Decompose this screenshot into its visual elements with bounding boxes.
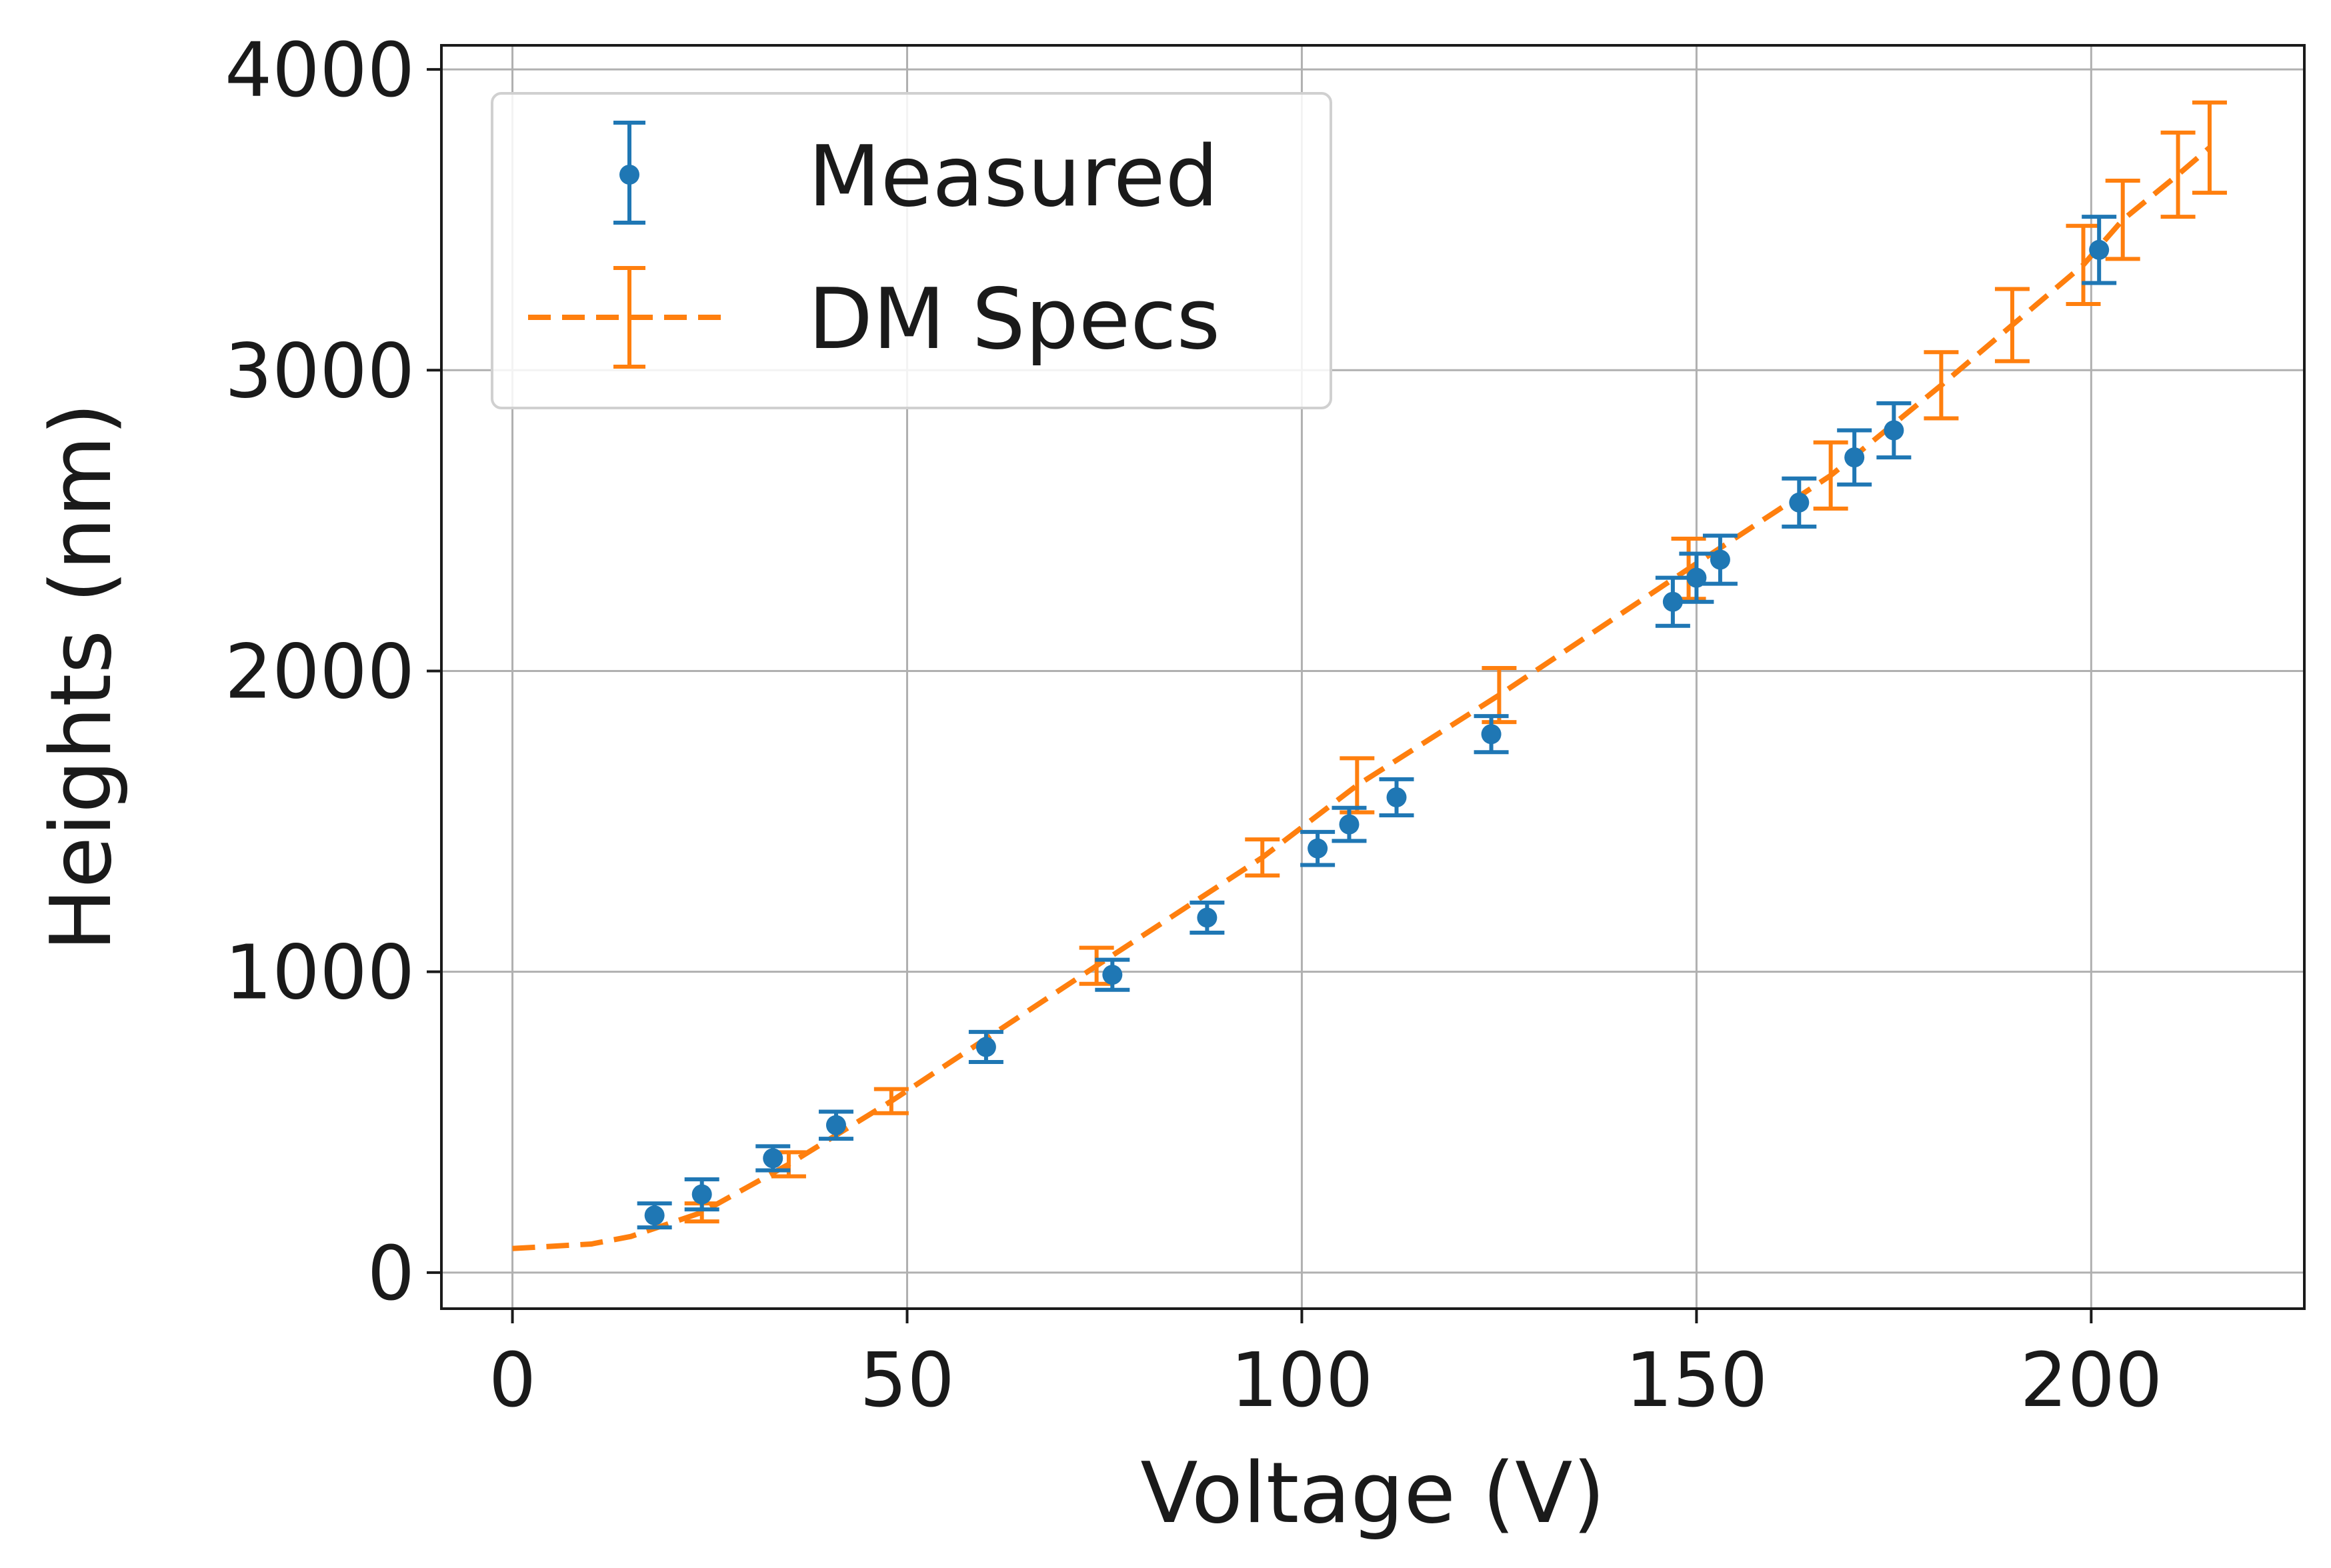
y-tick-label: 4000 [225,27,415,114]
dm-specs-errorbar [2105,179,2140,261]
measured-point [755,1144,791,1173]
dm-specs-errorbar [1813,440,1848,511]
measured-marker [644,1205,665,1226]
y-tick-label: 2000 [225,629,415,715]
dm-specs-errorbar [2192,100,2227,195]
x-tick-label: 0 [489,1337,536,1424]
measured-marker [825,1115,846,1135]
legend-symbol-measured [613,121,645,225]
dm-specs-errorbar [1482,665,1517,725]
measured-point [1379,777,1414,818]
x-tick-label: 150 [1626,1337,1768,1424]
measured-point [1332,805,1367,843]
measured-point [1095,957,1130,992]
y-tick-label: 1000 [225,930,415,1017]
legend-box [491,92,1332,409]
measured-point [684,1177,719,1212]
legend: Measured DM Specs [491,92,1332,409]
measured-marker [763,1148,783,1169]
dm-specs-errorbar [1245,837,1280,878]
measured-marker [1197,907,1218,928]
measured-marker [691,1184,712,1205]
measured-point [1876,401,1912,460]
measured-marker [1662,591,1683,612]
legend-label-dm-specs: DM Specs [808,270,1220,368]
legend-symbol-dm-specs [528,266,727,369]
y-axis-label: Heights (nm) [32,403,130,951]
dm-specs-errorbar [1340,756,1375,815]
measured-marker [2089,239,2110,260]
measured-point [1474,714,1509,755]
measured-point [1300,829,1336,867]
measured-marker [1789,492,1810,513]
dm-specs-errorbar [1994,287,2030,363]
measured-marker [975,1037,996,1057]
y-tick-label: 0 [367,1231,415,1317]
measured-point [818,1109,853,1141]
measured-point [1837,428,1872,487]
measured-point [2082,215,2117,285]
x-tick-label: 100 [1231,1337,1374,1424]
measured-point [1190,900,1225,935]
x-tick-label: 50 [859,1337,955,1424]
measured-point [1702,533,1738,586]
measured-marker [1308,838,1328,859]
x-axis-label: Voltage (V) [1140,1444,1605,1542]
measured-marker [1386,787,1407,807]
dm-specs-errorbar [873,1087,909,1115]
measured-point [1679,551,1714,604]
measured-marker [1844,447,1865,468]
y-tick-label: 3000 [225,328,415,415]
dm-specs-errorbar [1924,350,1959,421]
x-tick-label: 200 [2020,1337,2162,1424]
legend-label-measured: Measured [808,127,1218,225]
measured-marker [1710,549,1730,570]
dm-specs-errorbar [2066,223,2101,307]
dm-specs-line [512,145,2212,1251]
measured-point [1655,575,1690,628]
measured-marker [1102,965,1123,985]
measured-marker [1686,567,1707,588]
measured-marker [1339,814,1360,835]
dm-specs-errorbar [2160,130,2196,219]
measured-point [968,1029,1003,1065]
measured-point [637,1201,672,1230]
measured-point [1782,476,1817,529]
plot-series [512,100,2227,1251]
measured-marker [1884,420,1904,441]
measured-marker [1481,724,1502,745]
plot-frame [440,44,2306,1310]
